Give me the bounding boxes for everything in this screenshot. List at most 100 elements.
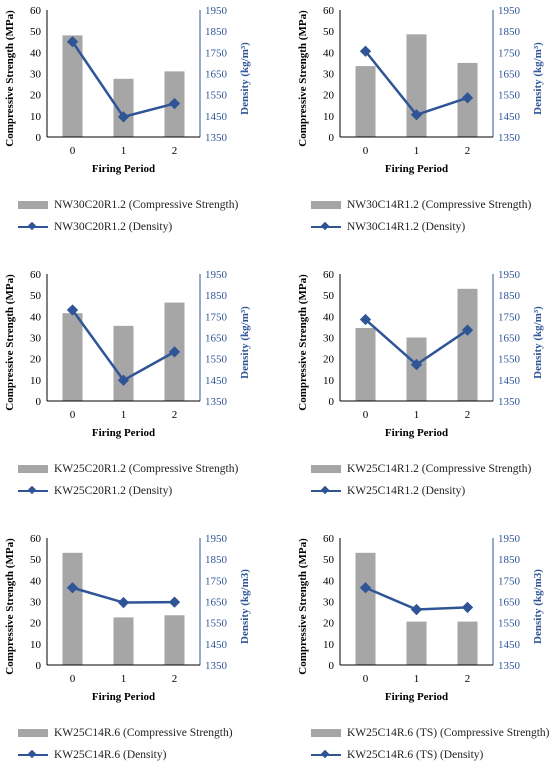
y2-tick-label: 1950 — [498, 5, 521, 17]
chart-panel: 0 10 20 30 40 50 60 1350 1450 1550 1650 1750 1850 195… — [0, 528, 275, 784]
y-tick-label: 10 — [323, 111, 335, 123]
x-tick-label: 0 — [363, 673, 369, 685]
y2-tick-label: 1950 — [205, 269, 228, 281]
chart-panel: 0 10 20 30 40 50 60 1350 1450 1550 1650 1750 1850 195… — [293, 0, 550, 256]
y2-axis-title: Density (kg/m³) — [532, 42, 544, 115]
x-tick-label: 0 — [363, 409, 369, 421]
y-tick-label: 0 — [329, 396, 335, 408]
x-tick-label: 2 — [465, 145, 471, 157]
y2-tick-label: 1650 — [498, 69, 521, 81]
y2-tick-label: 1650 — [498, 597, 521, 609]
y2-tick-label: 1550 — [498, 618, 521, 630]
density-point — [461, 601, 474, 614]
legend-label: KW25C14R.6 (Compressive Strength) — [54, 727, 233, 739]
y-tick-label: 60 — [323, 533, 335, 545]
y2-tick-label: 1650 — [205, 597, 228, 609]
legend-label: NW30C20R1.2 (Compressive Strength) — [54, 199, 239, 211]
x-tick-label: 0 — [363, 145, 369, 157]
y-tick-label: 40 — [323, 575, 335, 587]
y2-tick-label: 1550 — [498, 90, 521, 102]
legend-swatch-line — [311, 751, 341, 759]
x-tick-label: 0 — [70, 145, 76, 157]
y-tick-label: 10 — [323, 639, 335, 651]
y-tick-label: 10 — [30, 639, 42, 651]
legend-swatch-line — [311, 487, 341, 495]
y2-tick-label: 1450 — [498, 375, 521, 387]
y-tick-label: 50 — [323, 290, 335, 302]
y-tick-label: 0 — [329, 132, 335, 144]
y-tick-label: 30 — [30, 69, 42, 81]
x-axis-title: Firing Period — [385, 163, 448, 175]
bar — [406, 34, 427, 137]
legend-label: KW25C14R.6 (TS) (Density) — [347, 749, 484, 761]
y-tick-label: 20 — [30, 90, 42, 102]
legend-swatch-line — [311, 223, 341, 231]
y-tick-label: 20 — [30, 618, 42, 630]
y2-tick-label: 1950 — [205, 533, 228, 545]
y2-tick-label: 1450 — [205, 639, 228, 651]
y-axis-title: Compressive Strength (MPa) — [4, 274, 16, 411]
y-tick-label: 60 — [323, 269, 335, 281]
bar — [355, 327, 376, 401]
legend-swatch-bar — [18, 465, 48, 474]
y2-tick-label: 1850 — [498, 26, 521, 38]
y2-tick-label: 1350 — [205, 396, 228, 408]
bar — [62, 35, 83, 137]
bar — [406, 621, 427, 665]
legend-label: NW30C14R1.2 (Compressive Strength) — [347, 199, 532, 211]
bar — [355, 66, 376, 137]
legend-label: KW25C20R1.2 (Density) — [54, 485, 173, 497]
bar — [457, 288, 478, 401]
y2-tick-label: 1950 — [205, 5, 228, 17]
x-axis-title: Firing Period — [385, 691, 448, 703]
y2-tick-label: 1750 — [498, 311, 521, 323]
y2-axis-title: Density (kg/m3) — [532, 569, 544, 644]
bar — [113, 325, 134, 401]
y-tick-label: 60 — [30, 533, 42, 545]
y2-tick-label: 1850 — [498, 554, 521, 566]
y-tick-label: 20 — [323, 354, 335, 366]
y-tick-label: 40 — [323, 47, 335, 59]
y-tick-label: 30 — [30, 333, 42, 345]
x-axis-title: Firing Period — [92, 427, 155, 439]
x-axis-title: Firing Period — [92, 691, 155, 703]
y2-axis-title: Density (kg/m3) — [239, 569, 251, 644]
y2-tick-label: 1750 — [205, 47, 228, 59]
y-tick-label: 0 — [36, 132, 42, 144]
legend-entry-line: NW30C20R1.2 (Density) — [18, 221, 172, 233]
y2-tick-label: 1350 — [498, 660, 521, 672]
chart-svg: 0102030405060135014501550165017501850195… — [4, 269, 251, 439]
x-tick-label: 2 — [465, 409, 471, 421]
legend-swatch-bar — [18, 201, 48, 210]
x-tick-label: 2 — [172, 409, 178, 421]
x-tick-label: 1 — [121, 145, 127, 157]
legend-swatch-line — [18, 487, 48, 495]
y2-tick-label: 1950 — [498, 533, 521, 545]
legend-swatch-bar — [311, 465, 341, 474]
y-axis-title: Compressive Strength (MPa) — [297, 10, 309, 147]
density-point — [410, 603, 423, 616]
y-tick-label: 40 — [30, 311, 42, 323]
y-axis-title: Compressive Strength (MPa) — [297, 274, 309, 411]
y-tick-label: 50 — [30, 290, 42, 302]
y2-tick-label: 1750 — [205, 311, 228, 323]
y-tick-label: 50 — [30, 554, 42, 566]
legend-entry-bar: KW25C20R1.2 (Compressive Strength) — [18, 463, 238, 475]
y-tick-label: 60 — [323, 5, 335, 17]
y-tick-label: 20 — [323, 618, 335, 630]
x-tick-label: 2 — [172, 145, 178, 157]
chart-panel: 0 10 20 30 40 50 60 1350 1450 1550 1650 1750 1850 195… — [293, 264, 550, 520]
y-tick-label: 10 — [30, 111, 42, 123]
legend-swatch-bar — [311, 729, 341, 738]
chart-svg: 0102030405060135014501550165017501850195… — [297, 533, 544, 703]
y-tick-label: 50 — [30, 26, 42, 38]
y-tick-label: 50 — [323, 554, 335, 566]
legend-entry-bar: NW30C20R1.2 (Compressive Strength) — [18, 199, 238, 211]
y2-tick-label: 1350 — [498, 396, 521, 408]
legend-label: NW30C20R1.2 (Density) — [54, 221, 173, 233]
y-tick-label: 40 — [30, 47, 42, 59]
y2-tick-label: 1450 — [498, 639, 521, 651]
legend-entry-bar: KW25C14R.6 (Compressive Strength) — [18, 727, 233, 739]
chart-svg: 0102030405060135014501550165017501850195… — [4, 533, 251, 703]
y2-tick-label: 1450 — [498, 111, 521, 123]
